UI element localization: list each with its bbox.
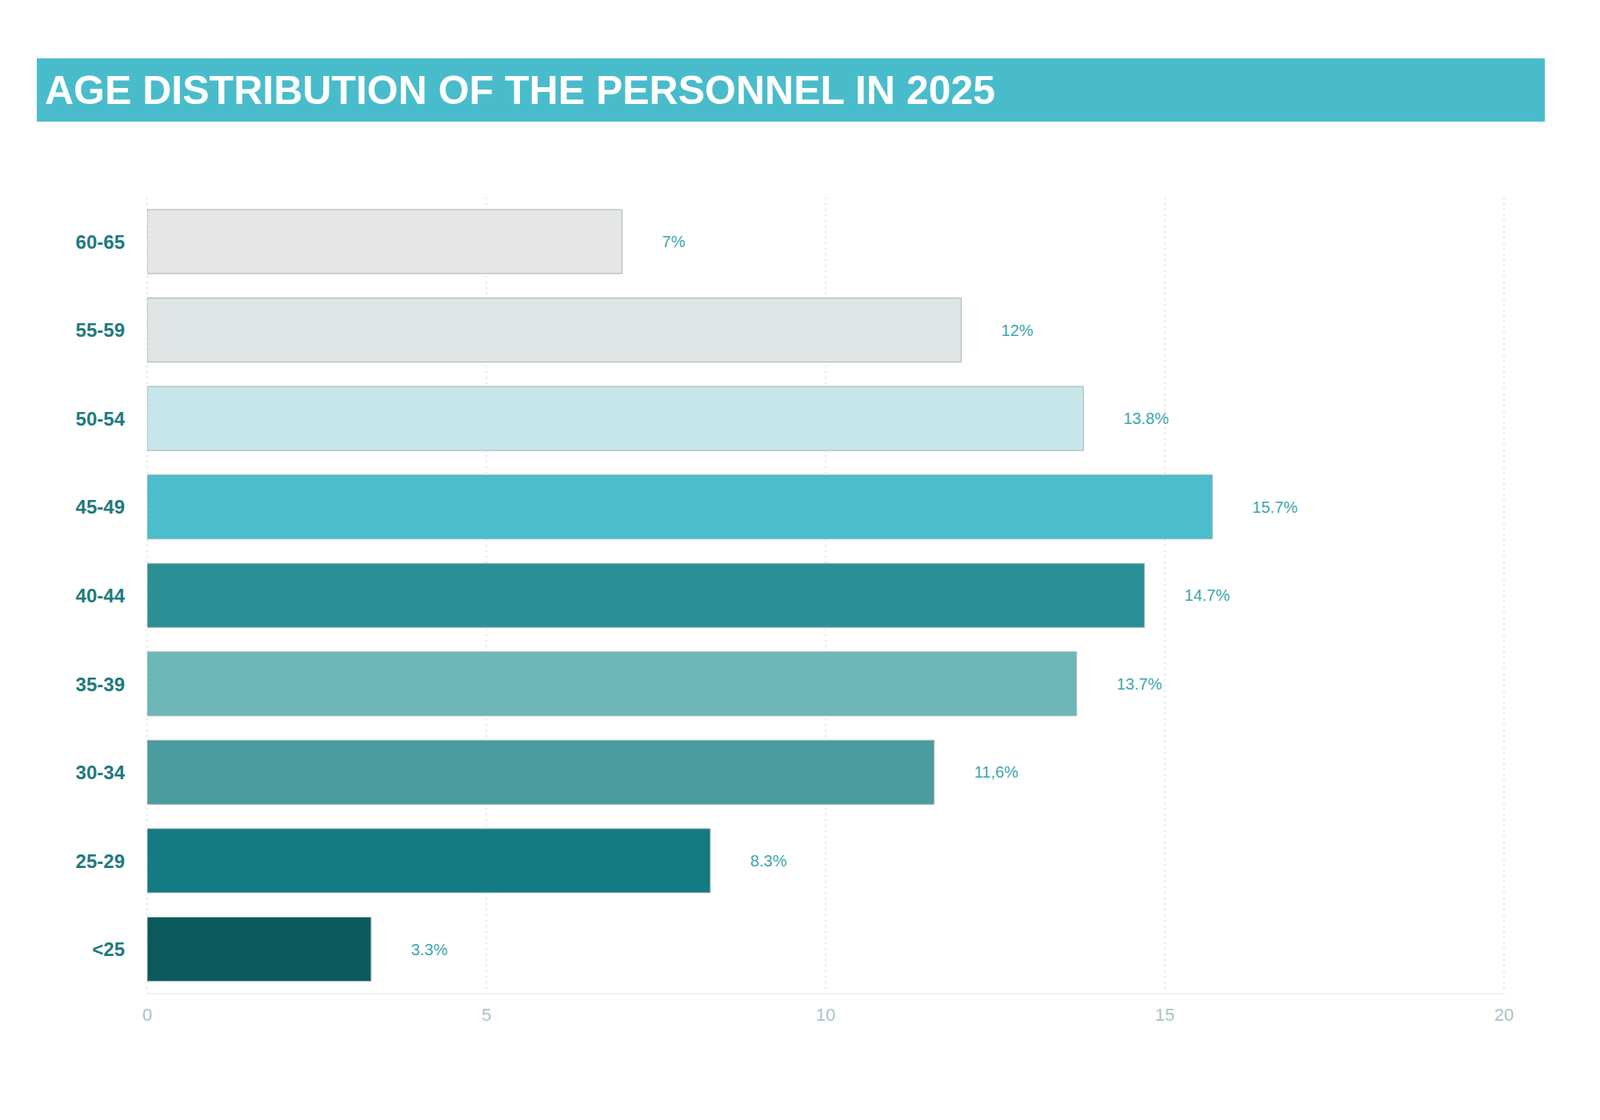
svg-text:45-49: 45-49: [76, 496, 125, 518]
svg-text:55-59: 55-59: [76, 319, 125, 341]
svg-text:0: 0: [142, 1004, 152, 1025]
html-text:AGE DISTRIBUTION OF THE PERSON: AGE DISTRIBUTION OF THE PERSONNEL IN 202…: [44, 67, 996, 113]
svg-text:10: 10: [816, 1004, 836, 1025]
svg-text:12%: 12%: [1001, 321, 1034, 340]
svg-text:35-39: 35-39: [76, 673, 125, 696]
svg-text:15: 15: [1155, 1004, 1175, 1025]
svg-text:<25: <25: [92, 938, 125, 960]
svg-text:50-54: 50-54: [76, 408, 126, 430]
svg-text:7%: 7%: [662, 232, 686, 251]
svg-text:30-34: 30-34: [76, 761, 126, 784]
svg-text:15.7%: 15.7%: [1252, 498, 1298, 516]
svg-text:40-44: 40-44: [76, 584, 126, 607]
svg-text:8.3%: 8.3%: [750, 852, 788, 870]
svg-text:25-29: 25-29: [76, 850, 125, 872]
svg-text:13.7%: 13.7%: [1116, 675, 1163, 693]
svg-text:13.8%: 13.8%: [1123, 409, 1169, 428]
svg-text:3.3%: 3.3%: [411, 940, 448, 959]
svg-text:5: 5: [481, 1004, 492, 1025]
svg-text:14.7%: 14.7%: [1184, 586, 1231, 604]
svg-text:11,6%: 11,6%: [974, 763, 1019, 781]
svg-text:20: 20: [1494, 1004, 1514, 1025]
svg-text:60-65: 60-65: [76, 231, 125, 253]
